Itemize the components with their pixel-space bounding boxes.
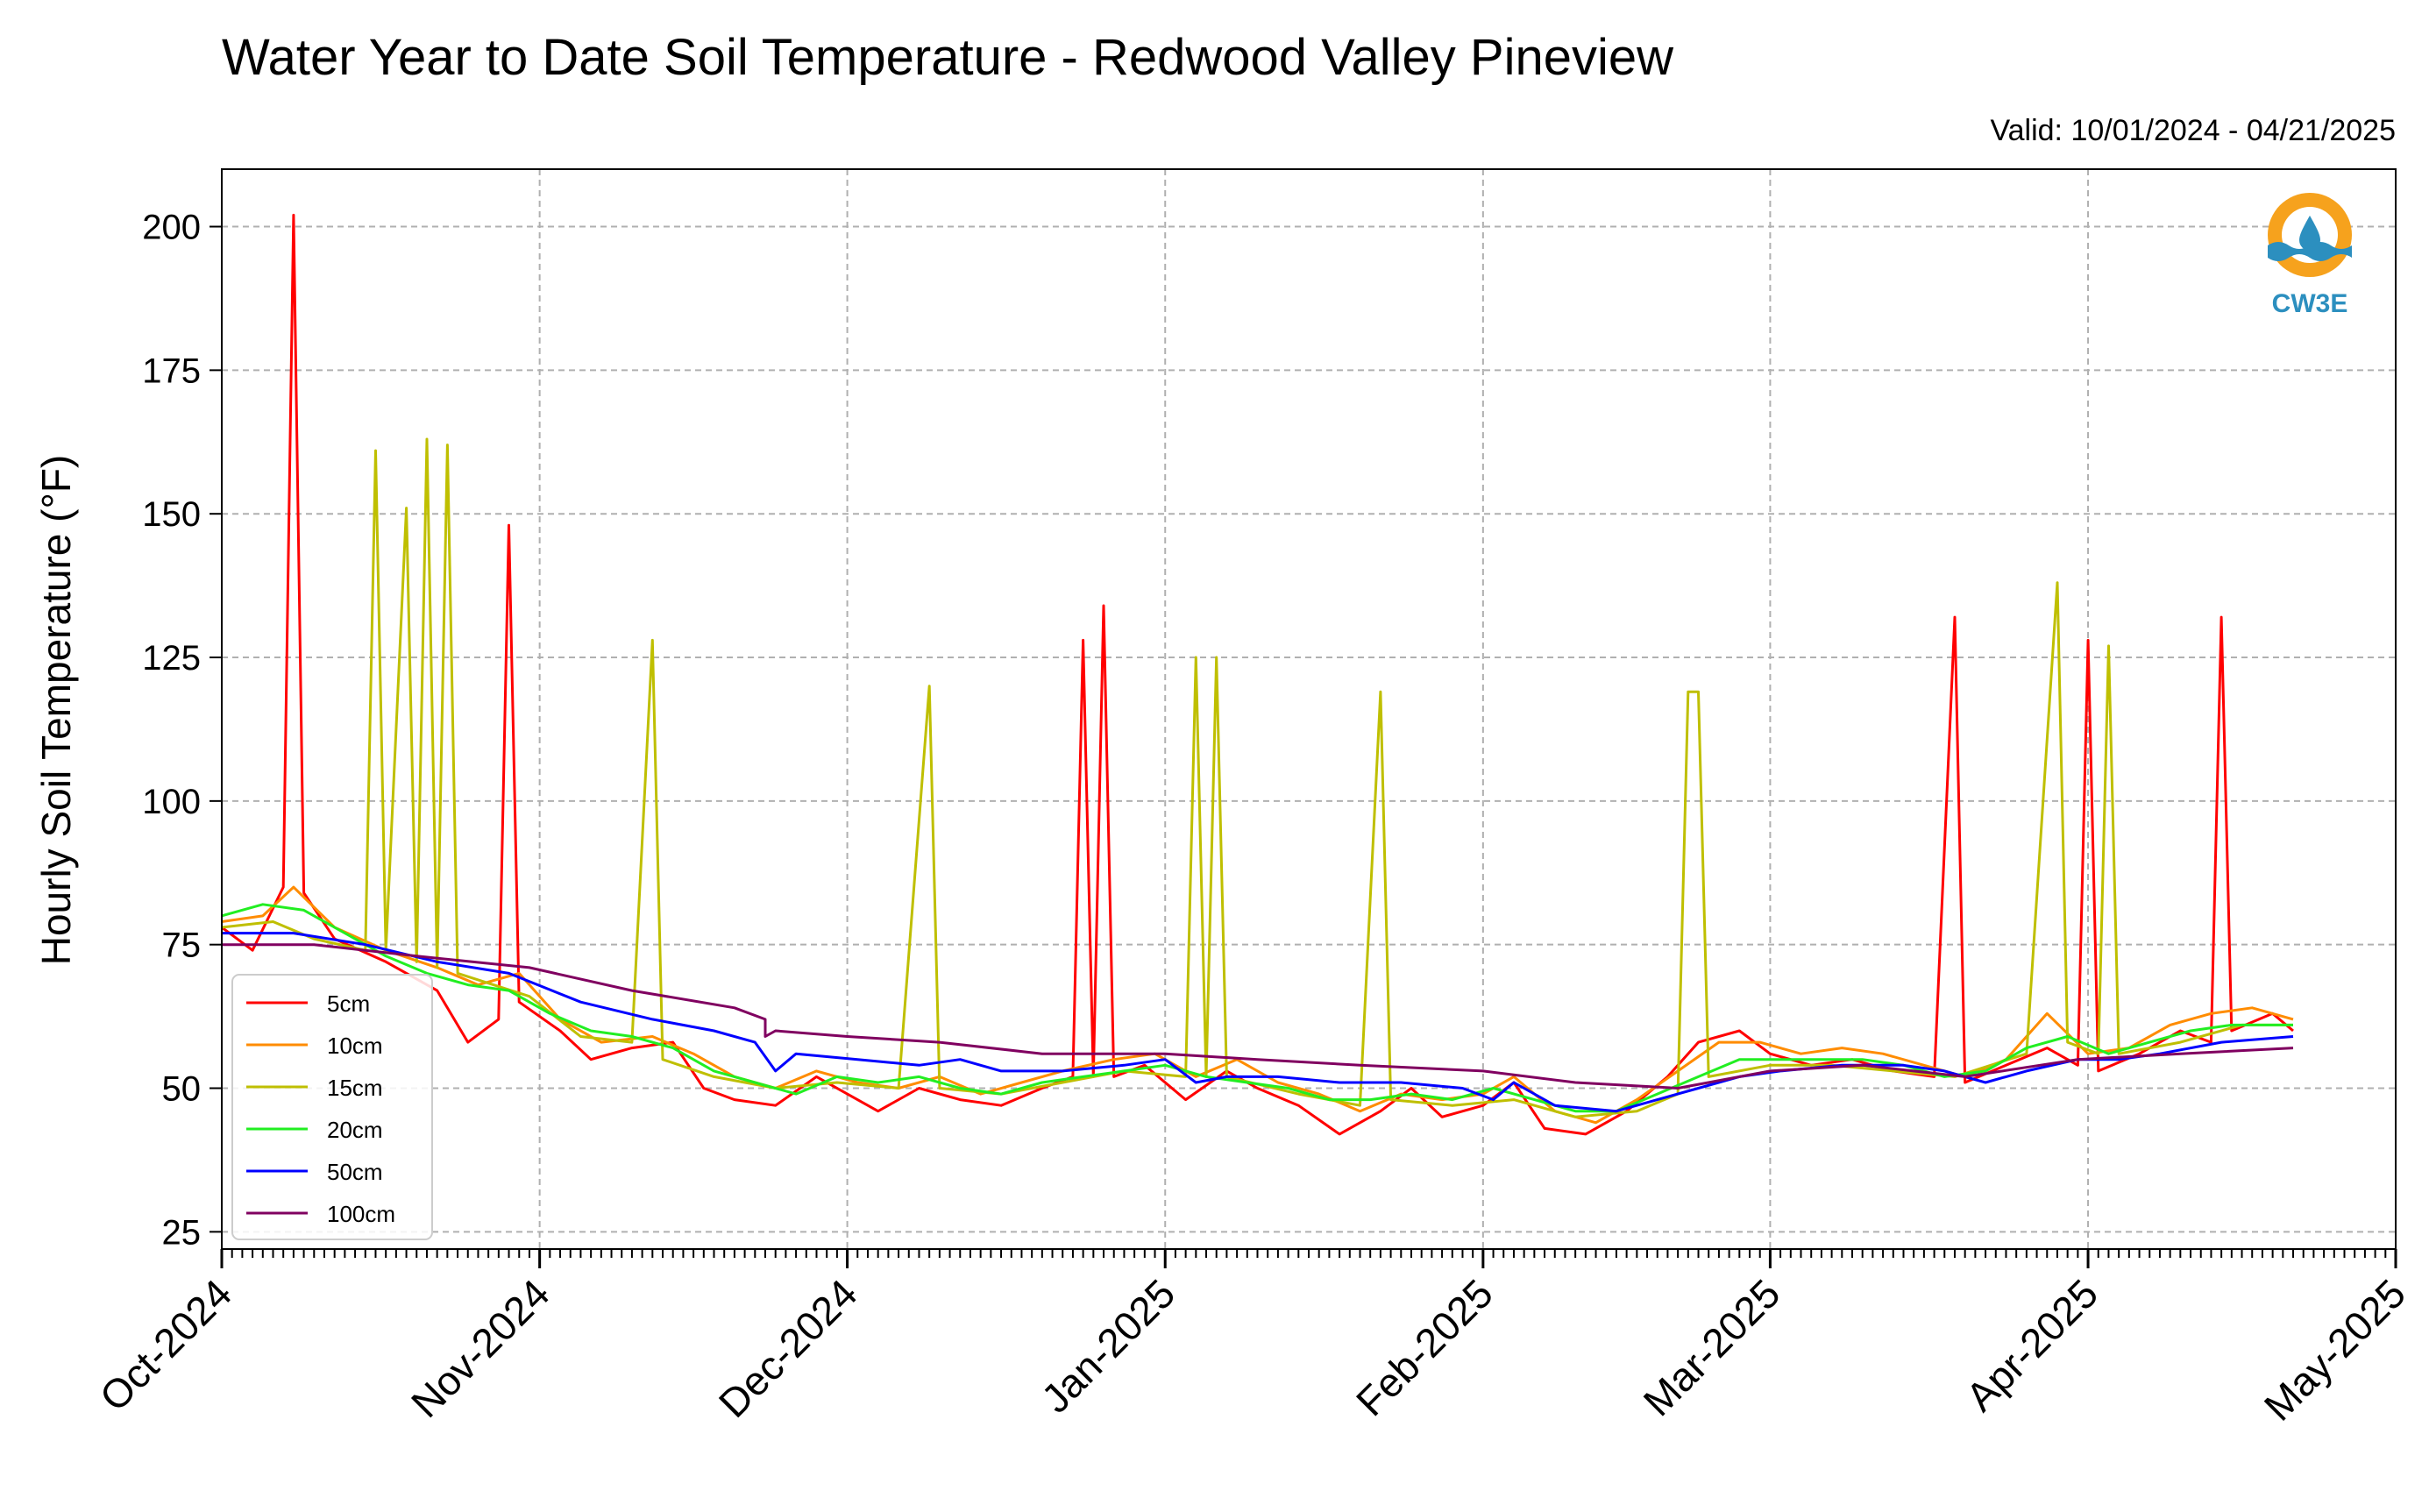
logo-text: CW3E [2272,289,2348,318]
y-ticks: 25 50 75 100 125 150 175 200 [142,209,222,1252]
series-line-100cm [222,943,2294,1090]
series-line-15cm [221,437,2293,1118]
grid-layer [221,169,2397,1249]
logo-drop-icon [2299,216,2320,251]
plot-frame [221,168,2397,1250]
legend: 5cm 10cm 15cm 20cm 50cm 100cm [231,974,433,1240]
chart-title: Water Year to Date Soil Temperature - Re… [222,29,1674,86]
series-layer [221,213,2294,1136]
legend-label: 10cm [327,1033,383,1059]
legend-label: 5cm [327,990,370,1017]
legend-label: 50cm [327,1159,383,1185]
x-ticks: Oct-2024 Nov-2024 Dec-2024 Jan-2025 Feb-2025… [91,1249,2414,1430]
y-tick-label: 75 [162,926,202,965]
y-tick-label: 125 [142,639,201,678]
logo-wave-icon [2268,242,2352,261]
y-axis-label: Hourly Soil Temperature (°F) [33,455,79,966]
legend-label: 20cm [327,1117,383,1143]
y-tick-label: 200 [142,209,201,247]
x-tick-label: Jan-2025 [1033,1270,1183,1421]
chart-subtitle: Valid: 10/01/2024 - 04/21/2025 [1990,114,2396,147]
x-tick-label: Oct-2024 [91,1270,241,1420]
y-tick-label: 50 [162,1070,202,1109]
y-tick-label: 175 [142,351,201,390]
y-tick-label: 150 [142,495,201,534]
x-tick-label: Nov-2024 [402,1270,558,1426]
series-line-50cm [222,932,2294,1113]
legend-label: 15cm [327,1075,383,1101]
y-tick-label: 25 [162,1213,202,1252]
x-tick-label: Apr-2025 [1957,1270,2107,1420]
x-tick-label: May-2025 [2255,1270,2414,1429]
legend-label: 100cm [327,1201,395,1227]
x-tick-label: Mar-2025 [1635,1270,1789,1424]
x-tick-label: Feb-2025 [1347,1270,1502,1424]
x-tick-label: Dec-2024 [710,1270,866,1426]
legend-box [231,974,433,1240]
series-line-20cm [221,903,2293,1113]
y-tick-label: 100 [142,783,201,821]
series-line-5cm [221,213,2294,1136]
cw3e-logo: CW3E [2268,193,2352,318]
